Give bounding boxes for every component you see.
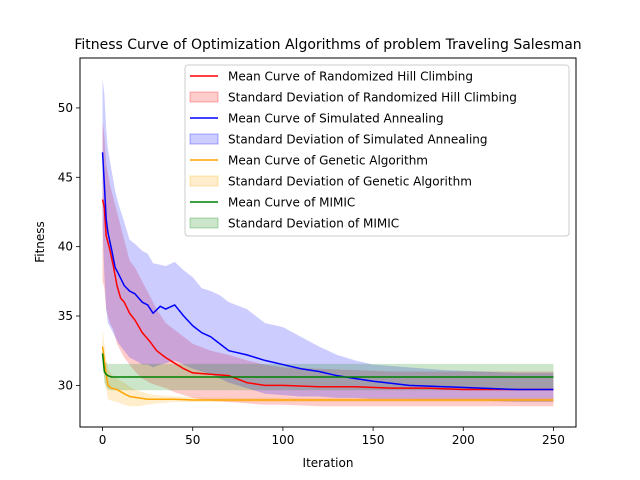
legend-band-swatch-randomized-hill-climbing	[189, 91, 219, 103]
legend-label-std-genetic-algorithm: Standard Deviation of Genetic Algorithm	[228, 175, 472, 189]
y-tick-label: 45	[58, 170, 73, 184]
x-tick-label: 250	[542, 433, 565, 447]
std-band-mimic	[102, 349, 554, 391]
legend: Mean Curve of Randomized Hill Climbing St…	[184, 64, 570, 237]
legend-label-std-simulated-annealing: Standard Deviation of Simulated Annealin…	[228, 133, 488, 147]
legend-band-swatch-mimic	[189, 217, 219, 229]
mean-line-simulated-annealing	[101, 152, 554, 391]
x-tick-label: 50	[185, 433, 200, 447]
legend-label-mean-simulated-annealing: Mean Curve of Simulated Annealing	[228, 112, 444, 126]
legend-band-swatch-simulated-annealing	[189, 133, 219, 145]
legend-label-std-randomized-hill-climbing: Standard Deviation of Randomized Hill Cl…	[228, 91, 517, 105]
plot-frame	[79, 57, 577, 428]
mean-line-randomized-hill-climbing	[101, 199, 554, 391]
chart-title: Fitness Curve of Optimization Algorithms…	[74, 37, 581, 53]
legend-label-mean-randomized-hill-climbing: Mean Curve of Randomized Hill Climbing	[228, 70, 473, 84]
y-tick-label: 40	[58, 240, 73, 254]
legend-band-swatch-genetic-algorithm	[189, 175, 219, 187]
x-tick-label: 200	[452, 433, 475, 447]
y-tick-label: 35	[58, 309, 73, 323]
y-tick-label: 50	[58, 101, 73, 115]
x-tick-label: 150	[362, 433, 385, 447]
mean-line-genetic-algorithm	[101, 346, 554, 401]
y-axis-ticks: 30 35 40 45 50	[58, 101, 80, 392]
legend-label-mean-genetic-algorithm: Mean Curve of Genetic Algorithm	[228, 154, 428, 168]
legend-box	[184, 64, 570, 237]
y-axis-label: Fitness	[33, 221, 47, 263]
x-tick-label: 0	[99, 433, 107, 447]
x-axis-label: Iteration	[303, 456, 354, 470]
legend-label-mean-mimic: Mean Curve of MIMIC	[228, 196, 355, 210]
mean-line-mimic	[101, 353, 554, 378]
mean-lines	[101, 152, 554, 401]
x-axis-ticks: 0 50 100 150 200 250	[99, 427, 565, 447]
std-band-simulated-annealing	[102, 78, 554, 403]
legend-label-std-mimic: Standard Deviation of MIMIC	[228, 217, 399, 231]
x-tick-label: 100	[271, 433, 294, 447]
y-tick-label: 30	[58, 378, 73, 392]
